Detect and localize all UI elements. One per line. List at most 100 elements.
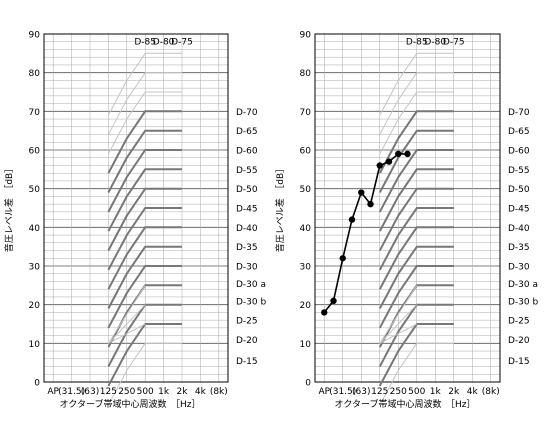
y-tick-label: 20 (29, 301, 41, 311)
x-tick-label: 1k (158, 387, 170, 397)
d-curve-label-right: D-15 (236, 357, 258, 367)
d-curve-line (378, 110, 454, 174)
d-curves (107, 52, 182, 406)
d-curve-label-top: D-85 (134, 38, 156, 48)
d-curve-line (107, 245, 182, 309)
d-curve-line (378, 323, 454, 387)
d-curve-label-right: D-30 a (236, 280, 266, 290)
d-curve-label-right: D-60 (508, 147, 530, 157)
d-curve-label-right: D-30 (508, 263, 530, 273)
y-tick-label: 80 (29, 69, 41, 79)
grid (44, 33, 228, 383)
y-tick-label: 60 (29, 147, 41, 157)
d-curve-line (379, 52, 454, 116)
d-curve-label-right: D-45 (508, 205, 530, 215)
x-axis-title: オクターブ帯域中心周波数 ［Hz］ (60, 398, 201, 410)
d-curve-line (378, 168, 454, 232)
data-point (339, 255, 346, 262)
d-curve-label-right: D-30 b (508, 297, 538, 307)
plot-frame (43, 33, 229, 383)
d-curve-line (108, 304, 146, 344)
d-curve-label-right: D-60 (236, 147, 258, 157)
plot-frame (314, 33, 501, 383)
d-curve-line (379, 304, 418, 344)
d-curve-line (107, 285, 146, 344)
chart-panel-left: 0 10 20 30 40 50 60 70 80 90 AP (31.5)(63) 125 250 500… (3, 31, 266, 411)
y-tick-label: 40 (300, 224, 312, 234)
x-tick-label: 4k (467, 387, 479, 397)
d-curve-line (379, 72, 454, 135)
data-point (367, 200, 374, 208)
d-curve-label-right: D-30 a (508, 280, 538, 290)
d-curve-line (107, 110, 182, 174)
x-tick-label: 125 (371, 387, 388, 397)
d-curve-line (107, 226, 182, 290)
d-curve-line (378, 187, 454, 251)
d-curve-line (107, 52, 182, 116)
x-tick-label: 2k (448, 387, 460, 397)
d-curve-line (378, 149, 454, 213)
d-curve-line (379, 323, 417, 344)
d-curve-label-top: D-75 (443, 38, 465, 48)
y-tick-label: 30 (29, 263, 41, 273)
x-tick-label: (8k) (210, 387, 228, 397)
d-curve-line (379, 91, 454, 155)
y-tick-label: 70 (29, 108, 41, 118)
d-curve-label-right: D-15 (508, 357, 530, 367)
y-tick-label: 60 (300, 147, 312, 157)
d-curve-label-right: D-30 (236, 263, 258, 273)
y-tick-label: 90 (29, 31, 41, 41)
y-tick-label: 50 (300, 185, 312, 195)
x-tick-label: (8k) (482, 387, 500, 397)
y-tick-label: 10 (300, 340, 312, 350)
d-curve-label-right: D-35 (236, 243, 258, 253)
d-curve-line (378, 226, 454, 290)
x-tick-label: (63) (352, 387, 370, 397)
y-tick-label: 10 (29, 340, 41, 350)
d-curve-line (378, 303, 454, 367)
d-curve-line (107, 72, 182, 135)
y-tick-label: 0 (34, 379, 40, 389)
d-curve-label-right: D-40 (508, 224, 530, 234)
d-curve-label-right: D-70 (508, 108, 530, 118)
d-curve-label-top: D-75 (171, 38, 193, 48)
d-curve-line (107, 207, 182, 271)
d-curve-line (107, 187, 182, 251)
x-tick-label: 250 (118, 387, 135, 397)
d-curve-label-right: D-55 (236, 166, 258, 176)
d-curve-line (379, 285, 418, 344)
y-tick-label: 0 (305, 379, 311, 389)
y-tick-label: 90 (300, 31, 312, 41)
y-tick-label: 40 (29, 224, 41, 234)
d-curve-label-right: D-20 (236, 336, 258, 346)
x-tick-label: 1k (430, 387, 442, 397)
d-curve-line (107, 149, 182, 213)
d-curve-label-top: D-85 (406, 38, 428, 48)
data-point (321, 309, 328, 316)
d-curve-label-top: D-80 (153, 38, 175, 48)
data-point (348, 216, 356, 223)
d-curve-line (108, 323, 146, 344)
x-tick-label: (31.5) (58, 387, 85, 397)
x-tick-label: AP (47, 387, 59, 397)
d-curve-label-right: D-65 (236, 127, 258, 137)
d-curve-line (378, 129, 454, 193)
data-point (376, 162, 383, 169)
d-curve-label-top: D-80 (424, 38, 446, 48)
data-point (395, 150, 402, 158)
series-line (323, 153, 408, 313)
x-tick-label: (31.5) (329, 387, 356, 397)
x-tick-label: 250 (390, 387, 407, 397)
d-curve-line (107, 342, 182, 406)
y-tick-label: 20 (300, 301, 312, 311)
d-curve-label-right: D-40 (236, 224, 258, 234)
d-curve-label-right: D-20 (508, 336, 530, 346)
d-curve-label-right: D-45 (236, 205, 258, 215)
d-curve-label-right: D-55 (508, 166, 530, 176)
d-curve-label-right: D-65 (508, 127, 530, 137)
d-curve-label-right: D-25 (508, 317, 530, 327)
d-curve-line (107, 91, 182, 155)
d-curves (378, 52, 454, 406)
d-curve-line (379, 342, 454, 406)
